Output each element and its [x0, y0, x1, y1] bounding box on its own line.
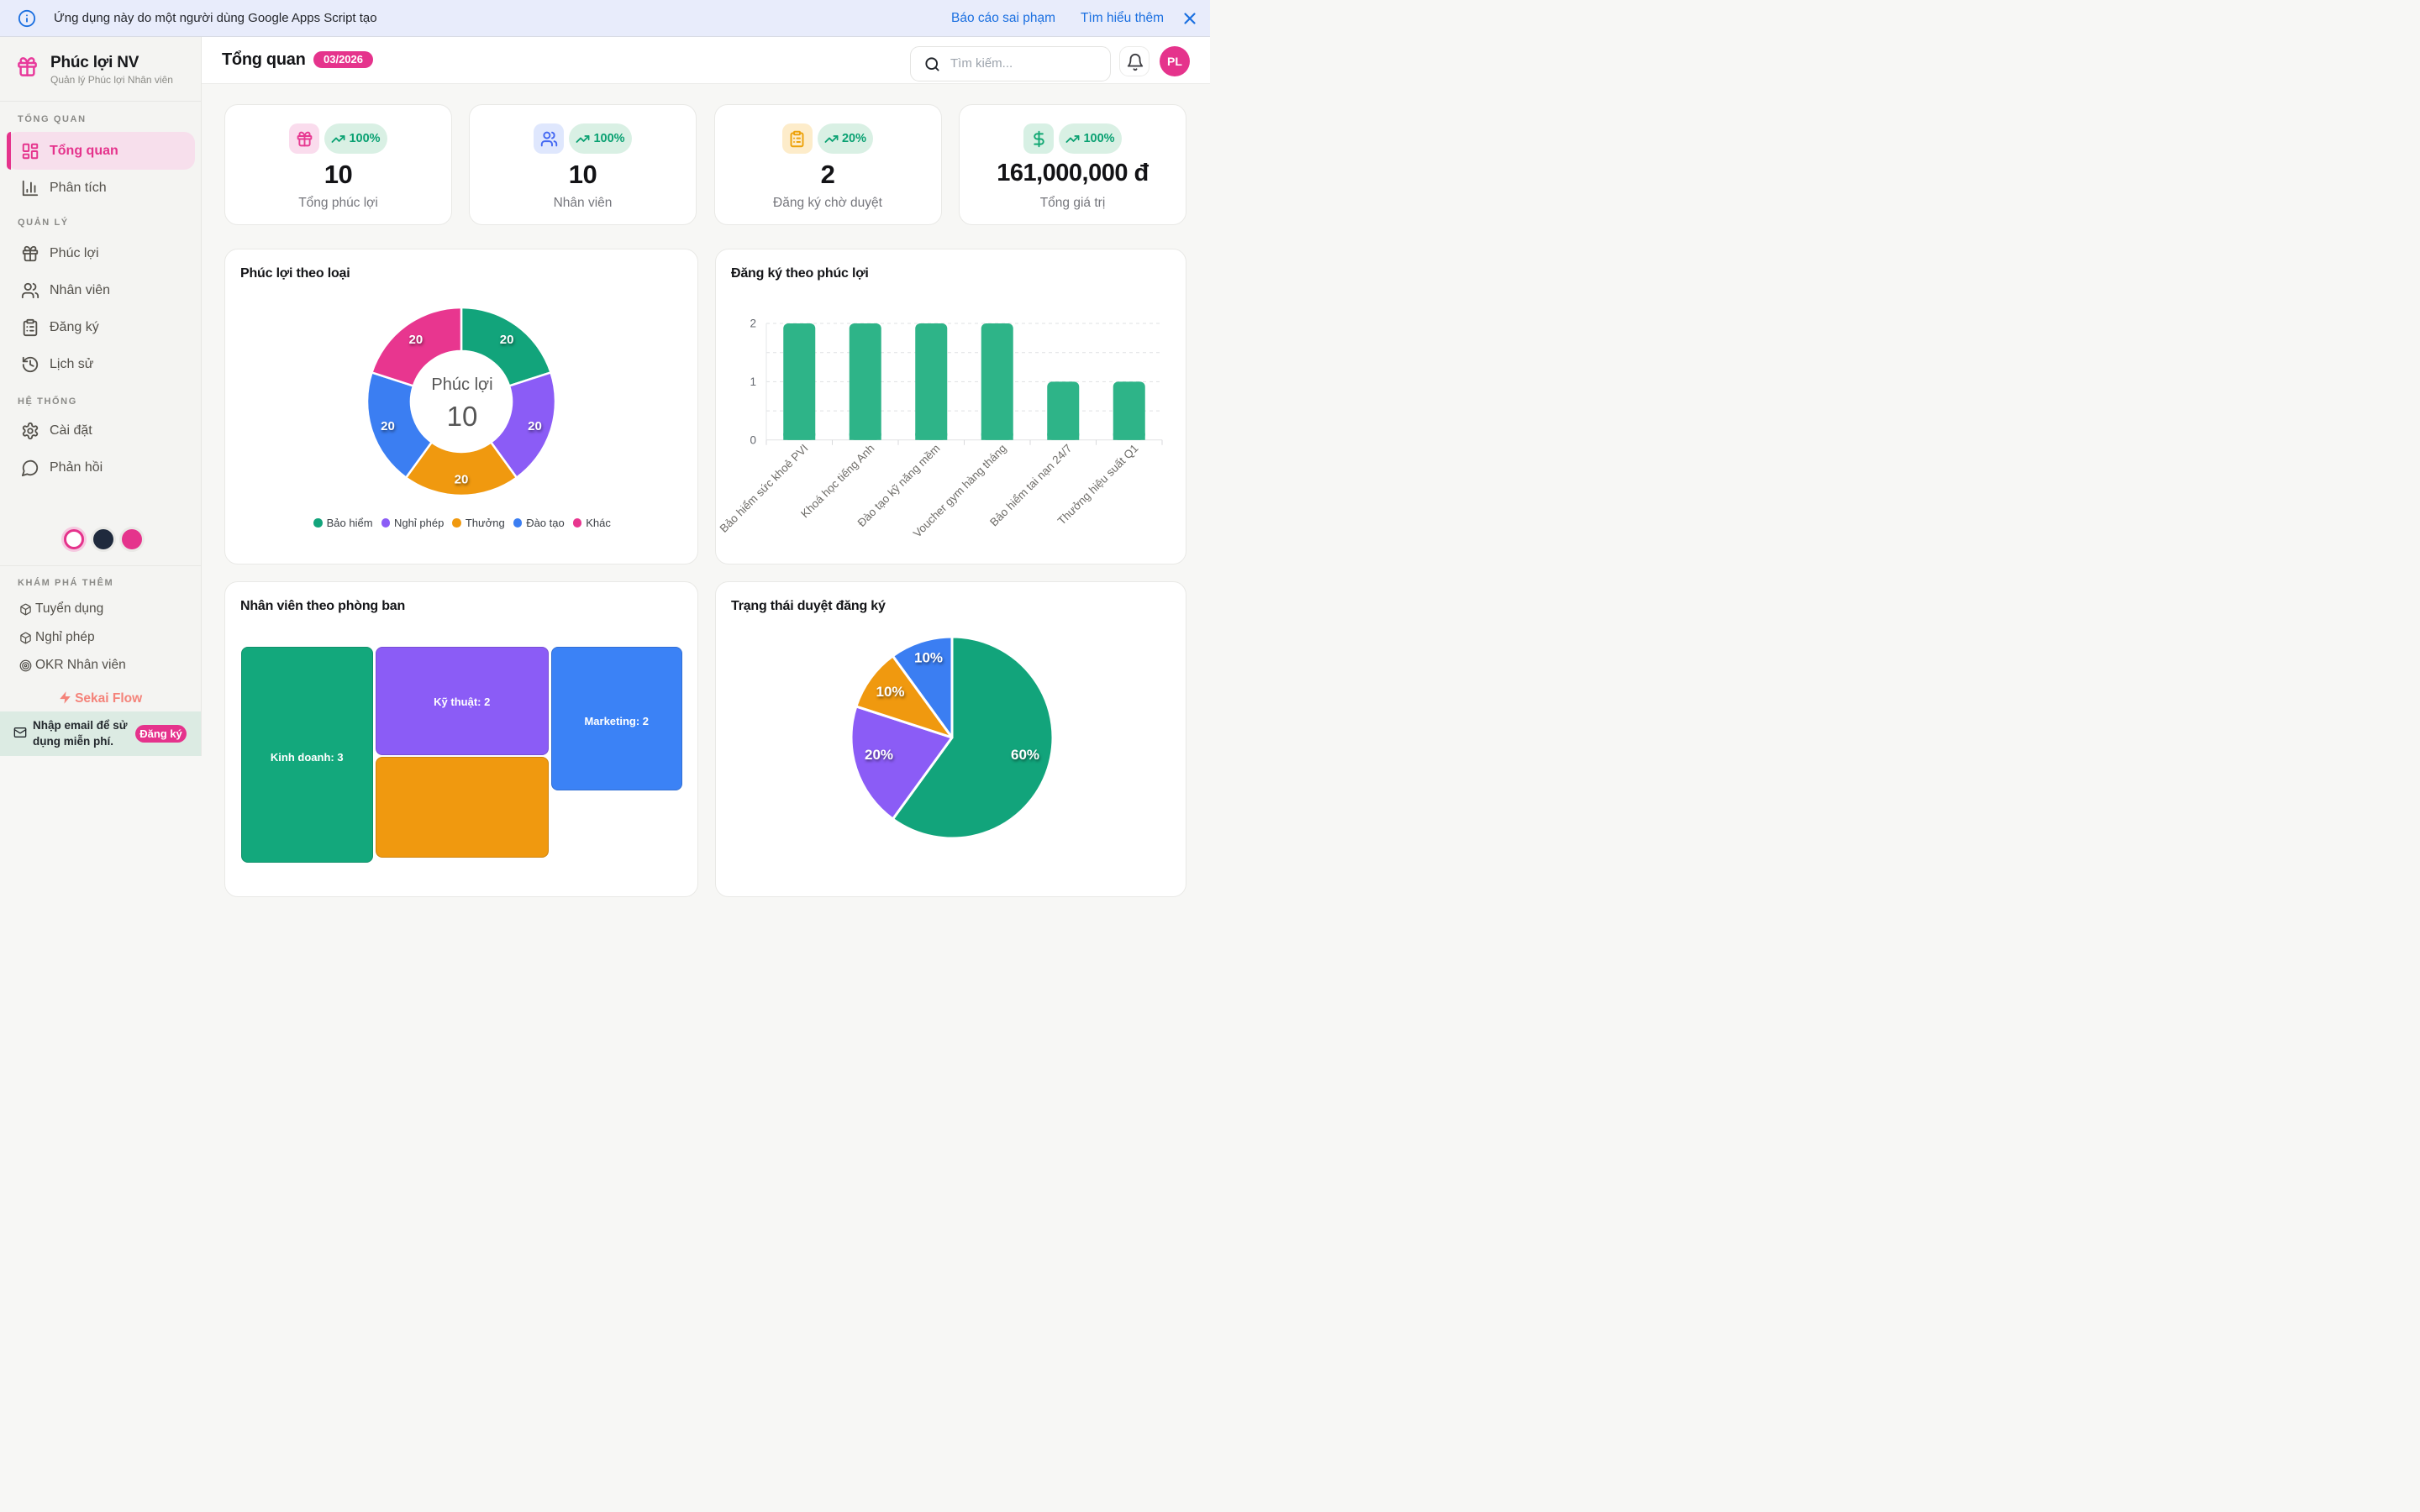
- svg-text:0: 0: [750, 433, 756, 446]
- svg-text:20: 20: [455, 473, 469, 487]
- svg-text:20: 20: [409, 333, 424, 347]
- svg-text:1: 1: [750, 375, 756, 388]
- svg-text:60%: 60%: [1010, 747, 1039, 763]
- svg-text:2: 2: [750, 318, 756, 330]
- svg-text:20: 20: [500, 333, 514, 347]
- svg-text:10%: 10%: [913, 649, 942, 665]
- svg-text:20%: 20%: [864, 747, 892, 763]
- svg-text:10%: 10%: [876, 684, 904, 700]
- svg-text:20: 20: [528, 419, 542, 433]
- svg-text:20: 20: [381, 419, 395, 433]
